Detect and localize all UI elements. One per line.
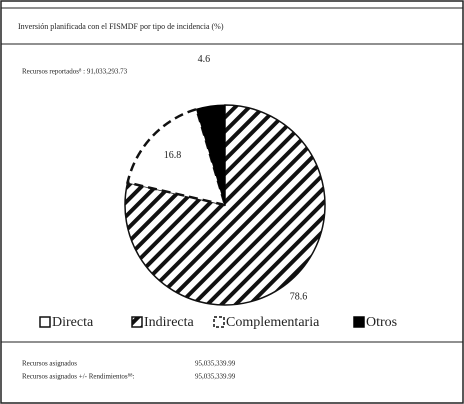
data-label: 4.6 bbox=[198, 54, 211, 65]
chart-title: Inversión planificada con el FISMDF por … bbox=[18, 22, 224, 31]
data-label: 16.8 bbox=[164, 150, 182, 161]
pie-slice bbox=[126, 107, 227, 207]
legend-swatch bbox=[213, 316, 225, 328]
pie-slice bbox=[195, 104, 226, 206]
legend-swatch bbox=[131, 316, 143, 328]
legend-swatch bbox=[353, 316, 365, 328]
footer-label: Recursos asignados bbox=[22, 360, 77, 368]
footer-value: 95,035,339.99 bbox=[195, 360, 236, 368]
note: Recursos reportados⁸ : 91,033,293.73 bbox=[22, 68, 128, 76]
legend-label: Directa bbox=[52, 315, 94, 330]
legend-label: Complementaria bbox=[226, 315, 320, 330]
data-label: 78.6 bbox=[290, 292, 308, 303]
footer-label: Recursos asignados +/- Rendimientos⁸⁸: bbox=[22, 373, 135, 381]
footer-value: 95,035,339.99 bbox=[195, 373, 236, 381]
legend-label: Indirecta bbox=[144, 315, 195, 330]
legend-label: Otros bbox=[366, 315, 397, 330]
legend-swatch bbox=[39, 316, 51, 328]
